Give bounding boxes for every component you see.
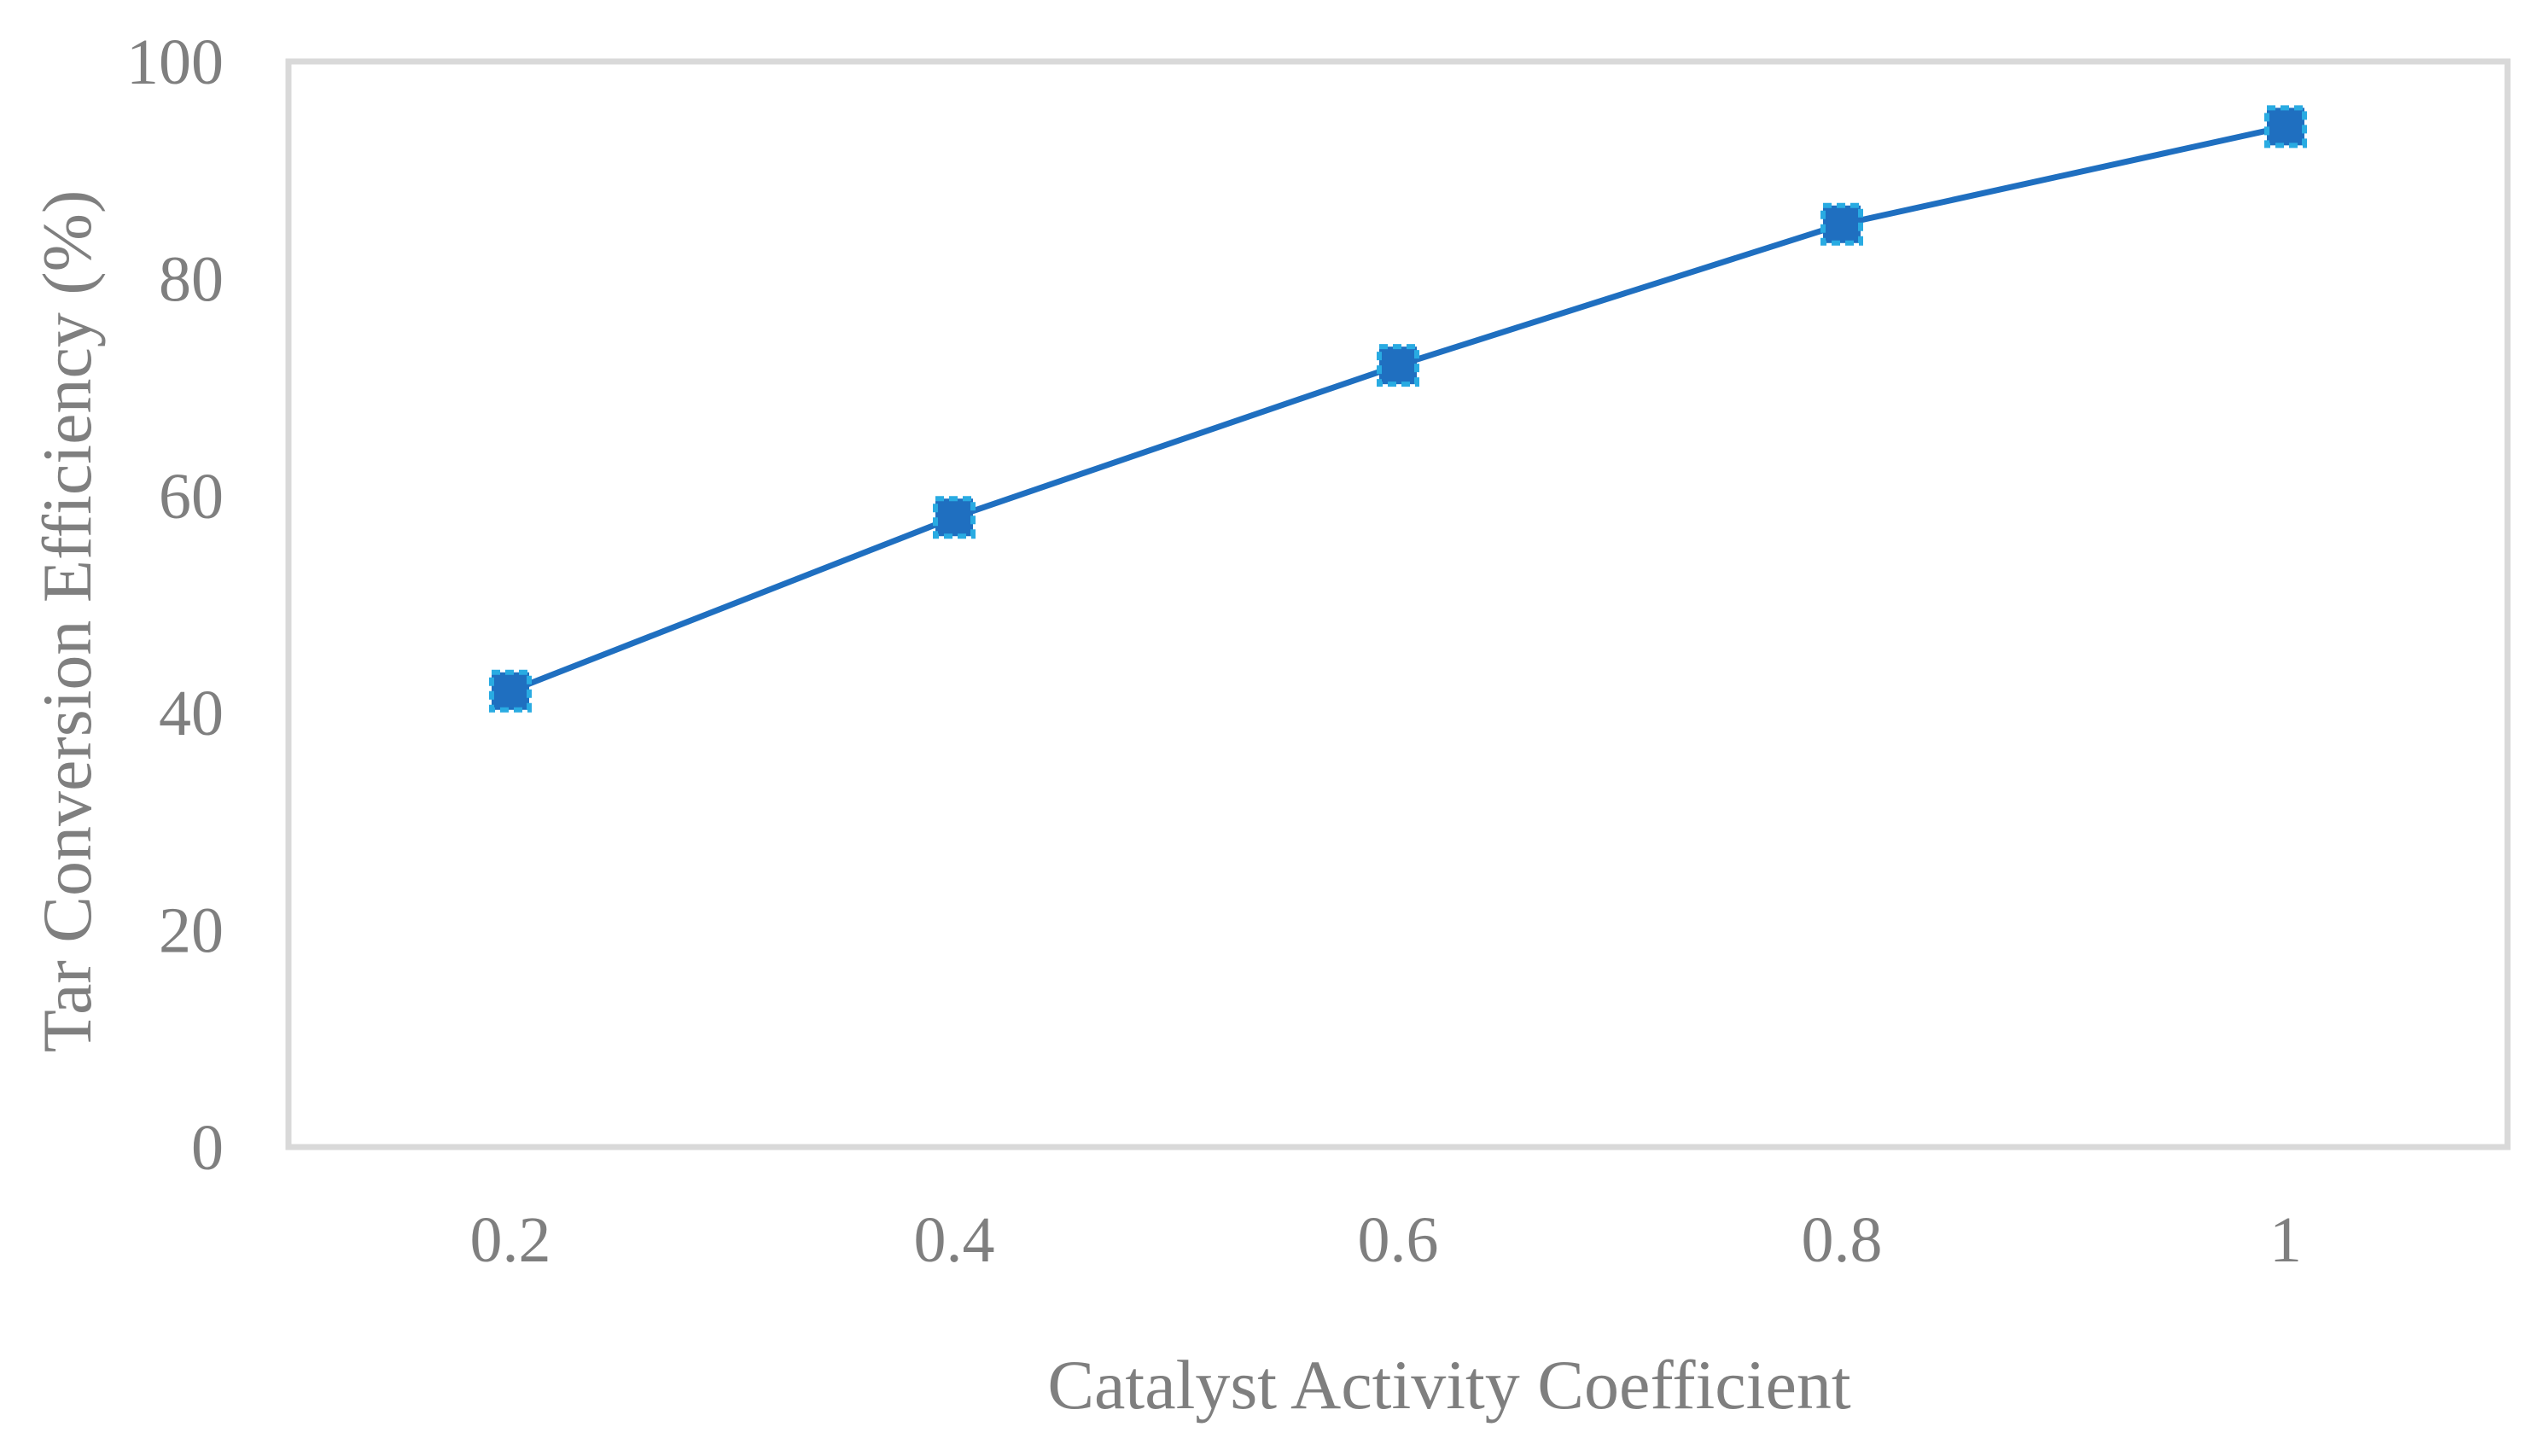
data-point-marker xyxy=(933,496,976,539)
data-point-marker xyxy=(1820,202,1863,246)
x-tick-label: 0.8 xyxy=(1802,1204,1883,1276)
x-axis-ticks: 0.2 0.4 0.6 0.8 1 xyxy=(470,1204,2303,1276)
data-point-marker xyxy=(2264,105,2307,149)
y-tick-label: 100 xyxy=(126,26,224,98)
y-axis-ticks: 0 20 40 60 80 100 xyxy=(126,26,224,1184)
x-axis-title: Catalyst Activity Coefficient xyxy=(1047,1346,1851,1424)
y-tick-label: 80 xyxy=(159,243,224,315)
y-tick-label: 40 xyxy=(159,678,224,749)
series-lines xyxy=(509,123,2286,695)
data-point-marker xyxy=(1377,344,1419,387)
y-tick-label: 20 xyxy=(159,895,224,967)
y-axis-title: Tar Conversion Efficiency (%) xyxy=(28,190,106,1053)
series-markers xyxy=(489,105,2307,713)
x-tick-label: 0.6 xyxy=(1358,1204,1439,1276)
series-line xyxy=(509,123,2286,695)
y-tick-label: 0 xyxy=(191,1112,224,1184)
plot-area-frame xyxy=(285,58,2511,1150)
x-tick-label: 0.4 xyxy=(914,1204,995,1276)
data-point-marker xyxy=(489,669,532,713)
x-tick-label: 1 xyxy=(2269,1204,2302,1276)
y-tick-label: 60 xyxy=(159,461,224,533)
x-tick-label: 0.2 xyxy=(470,1204,551,1276)
